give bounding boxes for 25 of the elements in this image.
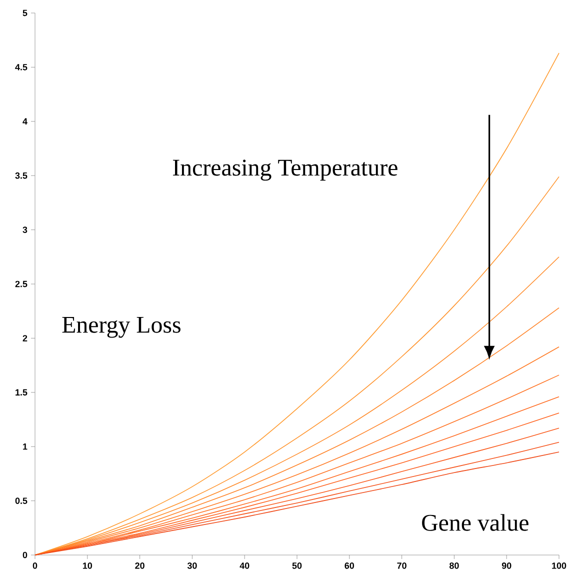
x-tick-label: 20	[135, 562, 144, 569]
x-tick-label: 90	[502, 562, 512, 569]
y-tick-label: 0	[22, 552, 28, 558]
x-tick-label: 60	[344, 562, 354, 569]
x-axis-title: Gene value	[422, 514, 528, 531]
annotation: Increasing Temperature	[173, 160, 398, 181]
x-tick-label: 40	[240, 562, 250, 569]
x-tick-label: 80	[450, 562, 459, 569]
y-tick-label: 4.5	[15, 64, 28, 70]
x-tick-label: 30	[187, 562, 197, 569]
x-tick-label: 70	[397, 562, 406, 569]
y-tick-label: 2.5	[15, 280, 28, 288]
y-tick-label: 0.5	[15, 498, 28, 504]
x-tick-label: 0	[32, 562, 38, 569]
y-tick-label: 1	[23, 444, 28, 450]
x-tick-label: 50	[292, 562, 302, 569]
x-tick-label: 10	[82, 562, 92, 569]
y-tick-label: 1.5	[16, 389, 28, 396]
y-tick-label: 5	[22, 10, 28, 16]
x-tick-label: 100	[552, 562, 566, 569]
y-axis-title: Energy Loss	[62, 316, 180, 338]
y-tick-label: 3.5	[15, 172, 28, 179]
y-tick-label: 2	[22, 335, 28, 342]
y-tick-label: 4	[22, 118, 28, 124]
y-tick-label: 3	[22, 226, 28, 233]
